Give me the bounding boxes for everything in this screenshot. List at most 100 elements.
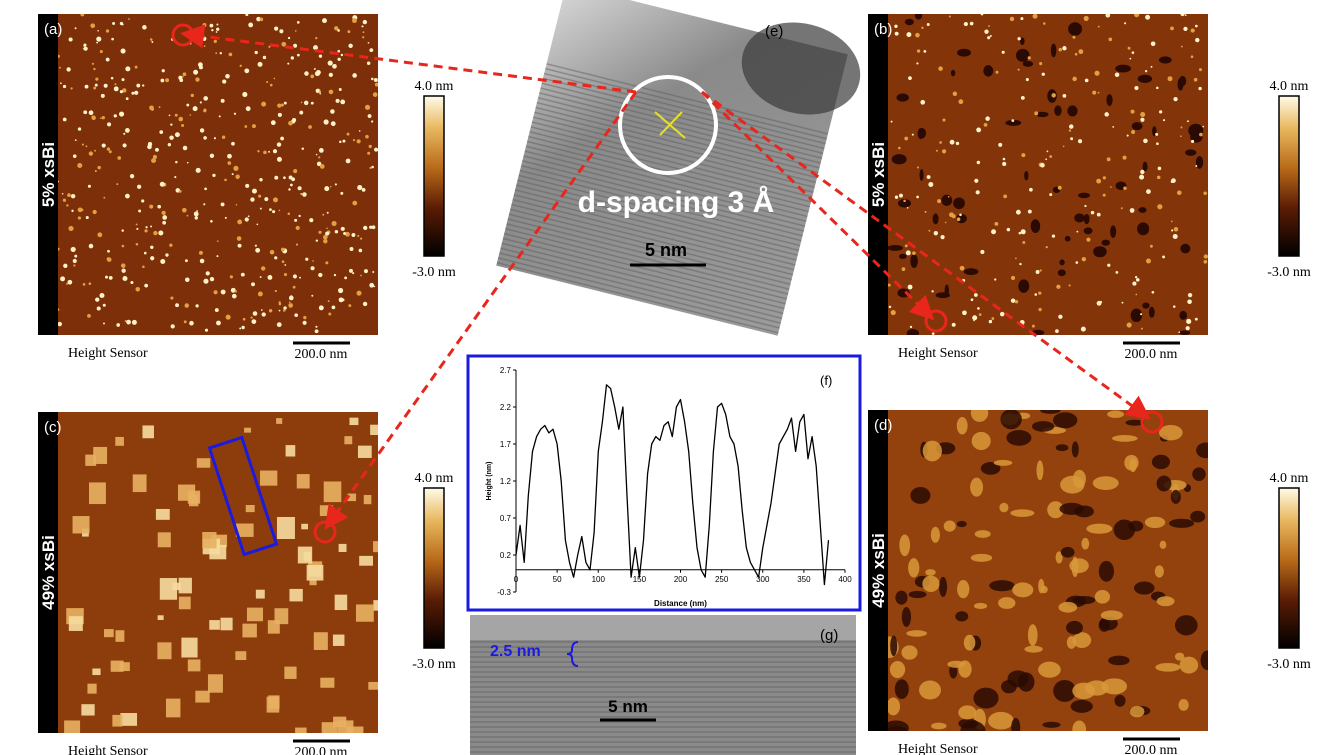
afm-dot (313, 68, 316, 70)
y-tick-label: 1.7 (500, 440, 512, 449)
afm-dot (1096, 178, 1102, 184)
afm-island (349, 417, 359, 426)
afm-dot (1170, 220, 1173, 223)
afm-dot (325, 261, 329, 265)
afm-dot (112, 21, 116, 25)
afm-dot (297, 186, 302, 191)
afm-dot (327, 300, 330, 303)
afm-patch (1006, 429, 1032, 446)
afm-patch (1001, 679, 1017, 694)
afm-dot (1167, 76, 1173, 82)
afm-dot (976, 127, 982, 133)
afm-island (120, 713, 138, 726)
afm-dot (94, 83, 98, 87)
afm-island (165, 698, 181, 718)
afm-dot (244, 217, 249, 222)
afm-dot (989, 35, 992, 38)
afm-dot (904, 136, 909, 141)
afm-dot (1020, 17, 1024, 21)
afm-dot (174, 176, 177, 179)
afm-patch (1081, 537, 1090, 550)
panel-label: (d) (874, 417, 892, 434)
afm-dot (158, 106, 161, 109)
afm-panel: (a) 5% xsBi Height Sensor 200.0 nm 4.0 nm -3.… (38, 14, 456, 362)
afm-dot (1038, 291, 1042, 295)
afm-dot (85, 145, 88, 148)
afm-dot (205, 271, 210, 276)
afm-dot (1014, 257, 1017, 260)
afm-pit (1106, 94, 1113, 107)
afm-dot (334, 230, 339, 234)
afm-dot (942, 118, 946, 122)
afm-patch (958, 705, 977, 720)
afm-dot (260, 309, 263, 311)
afm-dot (338, 297, 344, 303)
afm-pit (896, 93, 909, 102)
afm-dot (130, 280, 134, 285)
afm-dot (1057, 185, 1062, 190)
afm-island (187, 490, 201, 504)
afm-patch (963, 634, 976, 651)
afm-patch (939, 576, 948, 597)
afm-dot (110, 76, 114, 80)
afm-dot (926, 22, 930, 26)
colorbar (1278, 95, 1300, 257)
afm-dot (274, 289, 277, 293)
afm-dot (365, 134, 369, 139)
afm-dot (196, 210, 198, 212)
afm-dot (358, 248, 363, 253)
afm-dot (254, 50, 258, 55)
panel-label: (f) (820, 373, 832, 388)
afm-dot (239, 64, 242, 68)
afm-dot (356, 290, 362, 296)
afm-patch (1036, 460, 1044, 481)
afm-dot (199, 258, 205, 264)
afm-island (181, 637, 198, 658)
afm-patch (1058, 601, 1078, 613)
afm-dot (62, 84, 67, 89)
afm-dot (995, 70, 999, 74)
afm-patch (1154, 565, 1164, 578)
afm-patch (1100, 610, 1123, 621)
afm-patch (901, 606, 912, 627)
afm-dot (107, 122, 112, 127)
afm-patch (1178, 699, 1189, 711)
afm-dot (1020, 95, 1025, 100)
afm-dot (1042, 22, 1046, 25)
afm-pit (1005, 119, 1022, 126)
y-axis-title: Height (nm) (486, 462, 493, 501)
afm-dot (312, 260, 314, 262)
afm-dot (1190, 139, 1195, 144)
afm-patch (908, 558, 920, 578)
afm-dot (311, 294, 314, 297)
afm-dot (915, 32, 920, 38)
afm-dot (924, 210, 927, 213)
afm-island (295, 727, 307, 733)
afm-patch (1024, 645, 1043, 653)
afm-dot (182, 145, 188, 151)
afm-dot (136, 227, 139, 231)
afm-pit (1148, 306, 1155, 318)
afm-island (244, 427, 251, 433)
afm-pit (1178, 330, 1191, 335)
afm-dot (224, 216, 227, 219)
afm-dot (362, 19, 368, 25)
afm-dot (1041, 72, 1045, 76)
afm-patch (1113, 519, 1136, 541)
colorbar-max: 4.0 nm (1270, 79, 1309, 94)
afm-dot (1140, 112, 1146, 118)
afm-dot (921, 26, 924, 29)
afm-pit (1020, 37, 1025, 45)
afm-dot (257, 150, 260, 153)
afm-island (313, 632, 328, 650)
afm-dot (99, 292, 105, 299)
afm-dot (169, 243, 173, 247)
afm-dot (103, 83, 108, 88)
afm-patch (1066, 636, 1077, 649)
afm-patch (1040, 410, 1061, 414)
afm-dot (1102, 193, 1106, 197)
afm-patch (957, 579, 970, 599)
afm-dot (330, 121, 336, 127)
afm-dot (1199, 132, 1203, 137)
afm-island (195, 690, 210, 703)
